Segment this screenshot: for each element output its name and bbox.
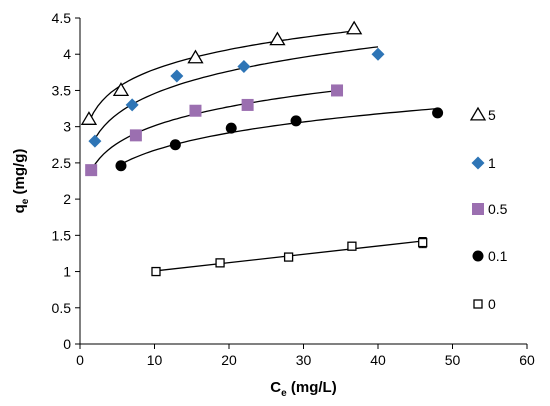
fit-line-series-5 (88, 30, 355, 123)
data-point-series-0.1 (290, 115, 302, 127)
data-point-series-5 (187, 49, 204, 64)
data-point-series-5 (112, 82, 130, 96)
legend-label-0.1: 0.1 (488, 248, 508, 264)
data-point-series-1 (371, 47, 385, 61)
data-point-series-0 (151, 266, 161, 277)
data-point-series-0.5 (129, 129, 142, 142)
legend-marker-0 (473, 299, 483, 309)
data-point-series-0.5 (85, 164, 98, 177)
data-point-series-5 (80, 111, 98, 125)
legend: 5 1 0.5 0.1 0 (469, 106, 508, 312)
data-point-series-0.5 (189, 104, 202, 117)
y-tick-label: 3.5 (52, 82, 72, 98)
legend-label-0.5: 0.5 (488, 201, 508, 217)
data-point-series-0.1 (225, 122, 237, 134)
data-point-series-0.1 (115, 160, 127, 172)
x-axis-title: Ce (mg/L) (270, 379, 336, 399)
x-axis-title-sub: e (281, 388, 287, 399)
data-point-series-0 (215, 258, 225, 268)
x-tick-label: 30 (296, 352, 312, 368)
legend-marker-5 (469, 106, 487, 121)
data-point-series-5 (346, 20, 363, 35)
data-point-series-1 (125, 98, 139, 112)
plot-area: 0 10 20 30 40 50 60 00.511.522.533.544.5 (52, 10, 535, 368)
y-tick-label: 2.5 (52, 155, 72, 171)
y-axis-title-main: q (11, 204, 28, 213)
data-point-series-0.5 (331, 84, 344, 97)
x-tick-label: 40 (370, 352, 386, 368)
y-tick-label: 2 (63, 191, 71, 207)
x-axis-title-main: C (270, 379, 281, 396)
y-axis-title-unit: (mg/g) (11, 149, 28, 199)
legend-label-0: 0 (488, 296, 496, 312)
x-tick-label: 20 (221, 352, 237, 368)
y-tick-label: 0.5 (52, 300, 72, 316)
x-axis-title-unit: (mg/L) (287, 379, 337, 396)
y-tick-label: 4 (63, 46, 71, 62)
data-point-series-1 (237, 60, 251, 74)
data-markers (80, 20, 444, 277)
y-tick-label: 0 (63, 336, 71, 352)
fit-line-series-1 (94, 46, 379, 139)
data-point-series-1 (170, 69, 184, 83)
y-tick-label: 4.5 (52, 10, 72, 26)
y-tick-label: 3 (63, 119, 71, 135)
y-tick-label: 1 (63, 264, 71, 280)
data-point-series-1 (88, 134, 102, 148)
data-point-series-0 (283, 252, 294, 262)
x-tick-label: 10 (147, 352, 163, 368)
data-point-series-0 (418, 237, 428, 248)
legend-marker-0.1 (472, 250, 484, 262)
data-point-series-0.1 (432, 107, 444, 119)
data-point-series-0.5 (241, 98, 254, 111)
legend-marker-1 (471, 156, 485, 170)
fit-lines (88, 30, 438, 272)
y-axis-title: qe (mg/g) (11, 149, 31, 214)
legend-label-5: 5 (488, 107, 496, 123)
y-tick-label: 1.5 (52, 227, 72, 243)
fit-line-series-0.1 (120, 107, 438, 165)
x-tick-label: 50 (445, 352, 461, 368)
x-tick-label: 0 (76, 352, 84, 368)
data-point-series-5 (269, 31, 286, 46)
legend-marker-0.5 (472, 203, 484, 215)
x-tick-label: 60 (519, 352, 535, 368)
data-point-series-0.1 (169, 139, 181, 151)
legend-label-1: 1 (488, 155, 496, 171)
y-axis-ticks: 0 0.5 1 1.5 2 2.5 3 3.5 4 4.5 (52, 10, 80, 352)
data-point-series-0 (347, 241, 357, 251)
x-axis-ticks: 0 10 20 30 40 50 60 (76, 344, 535, 368)
y-axis-title-sub: e (20, 198, 31, 204)
